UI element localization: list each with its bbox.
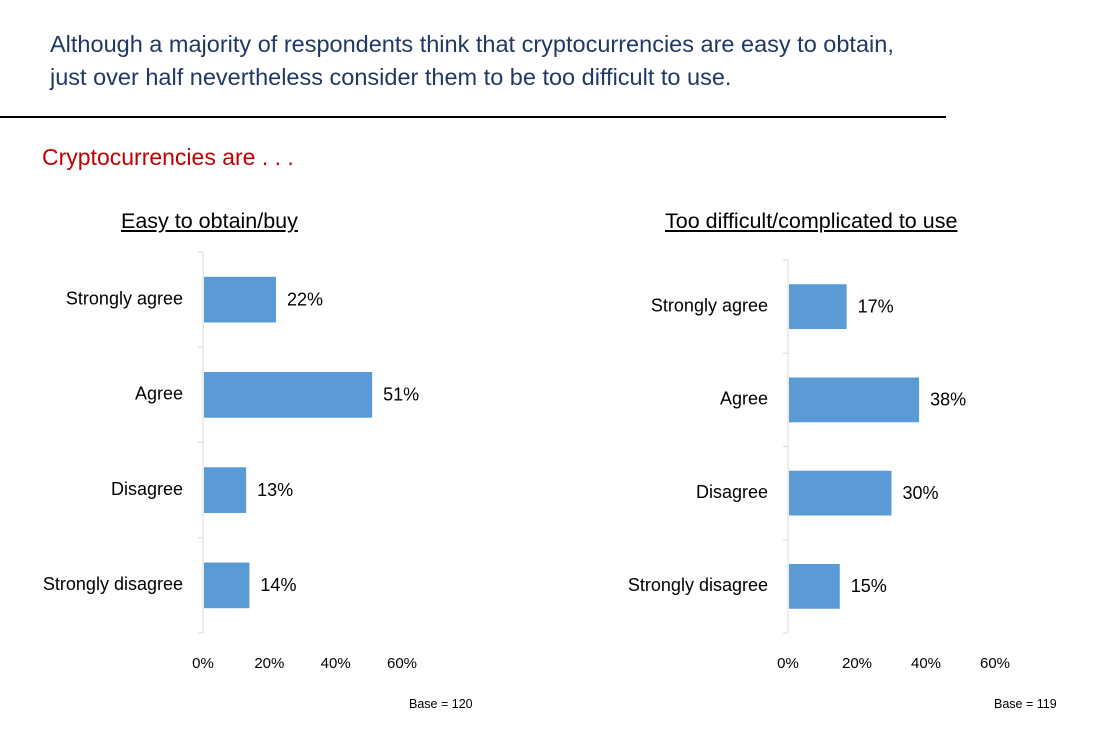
data-label: 51% [383, 385, 419, 405]
bar [789, 470, 892, 516]
bar [789, 377, 920, 423]
data-label: 13% [257, 480, 293, 500]
x-tick-label: 20% [842, 655, 872, 672]
chart-1-title: Easy to obtain/buy [121, 209, 298, 233]
bar [789, 284, 847, 330]
headline-divider [0, 116, 946, 118]
x-tick-label: 40% [321, 655, 351, 672]
category-label: Disagree [696, 482, 768, 502]
data-label: 38% [930, 390, 966, 410]
headline-line-2: just over half nevertheless consider the… [50, 64, 732, 90]
data-label: 14% [260, 575, 296, 595]
chart-too-difficult: Strongly agree 17% Agree 38% Disagree 30% Stro… [628, 259, 1010, 672]
x-tick-label: 60% [387, 655, 417, 672]
data-label: 22% [287, 289, 323, 309]
data-label: 17% [858, 296, 894, 316]
category-label: Disagree [111, 479, 183, 499]
category-label: Strongly agree [66, 288, 183, 308]
chart-easy-to-obtain: Strongly agree 22% Agree 51% Disagree 13% Stro… [43, 251, 419, 672]
category-label: Strongly disagree [628, 575, 768, 595]
x-tick-label: 40% [911, 655, 941, 672]
headline-line-1: Although a majority of respondents think… [50, 31, 894, 57]
category-label: Strongly disagree [43, 574, 183, 594]
bar [204, 562, 250, 609]
subhead: Cryptocurrencies are . . . [42, 144, 294, 170]
bar [789, 563, 840, 609]
chart-1-base-note: Base = 120 [409, 697, 473, 711]
x-tick-label: 20% [254, 655, 284, 672]
category-label: Agree [135, 384, 183, 404]
data-label: 30% [903, 483, 939, 503]
headline: Although a majority of respondents think… [50, 28, 1010, 94]
chart-2-title: Too difficult/complicated to use [665, 209, 958, 233]
category-label: Agree [720, 389, 768, 409]
category-label: Strongly agree [651, 295, 768, 315]
bar [204, 276, 276, 323]
x-tick-label: 0% [777, 655, 799, 672]
bar [204, 467, 247, 513]
chart-2-base-note: Base = 119 [994, 697, 1057, 711]
x-tick-label: 0% [192, 655, 214, 672]
bar [204, 372, 373, 418]
x-tick-label: 60% [980, 655, 1010, 672]
data-label: 15% [851, 576, 887, 596]
